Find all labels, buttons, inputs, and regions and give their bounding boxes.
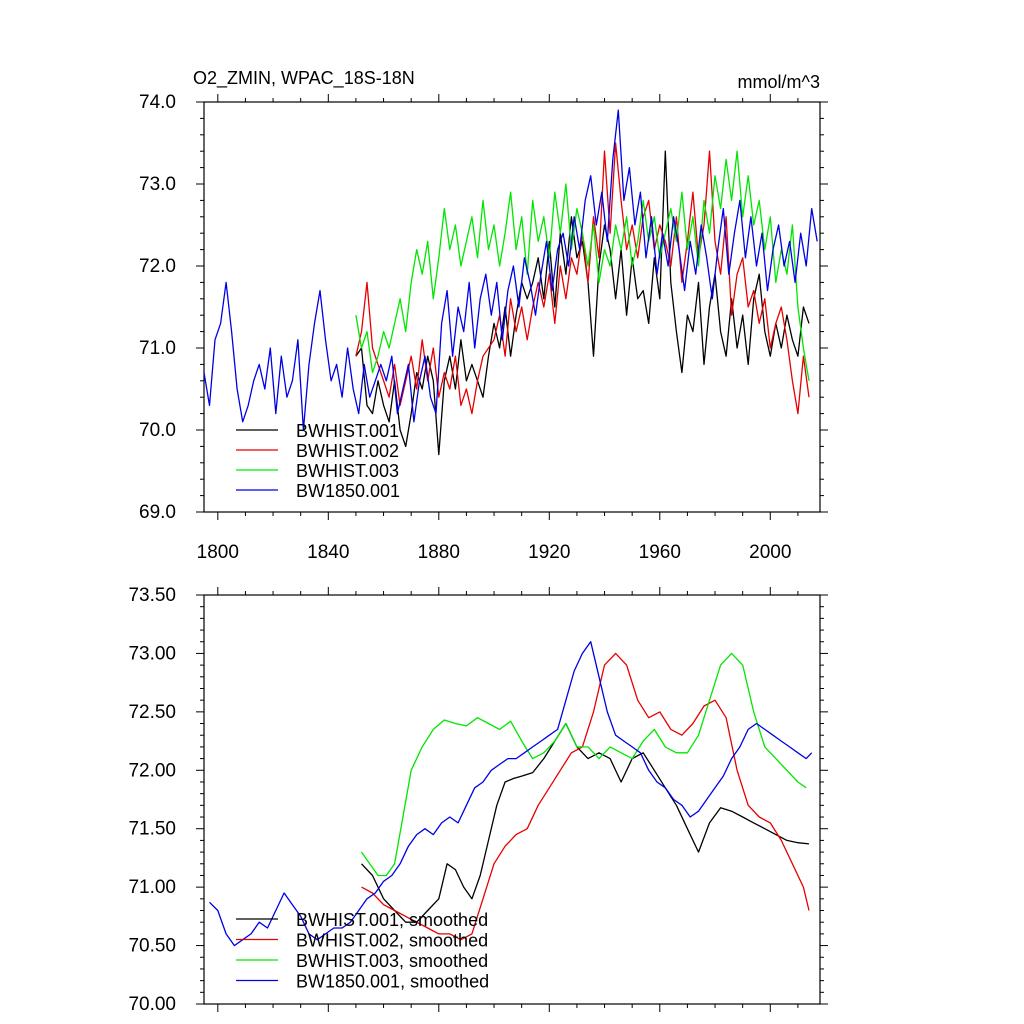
legend-label: BWHIST.003 xyxy=(296,461,399,481)
x-tick-label: 1960 xyxy=(639,542,681,563)
y-tick-label: 72.00 xyxy=(128,760,176,781)
x-tick-label: 1880 xyxy=(418,542,460,563)
panel-top: 69.0 70.0 71.0 72.0 73.0 74.0 1800 1840 1880 1920… xyxy=(139,92,828,563)
legend-label: BWHIST.003, smoothed xyxy=(296,951,488,971)
y-tick-label: 70.00 xyxy=(128,994,176,1015)
legend-label: BWHIST.001, smoothed xyxy=(296,910,488,930)
series-line-bwhist-003 xyxy=(355,150,810,381)
series-line-bwhist-003-smoothed xyxy=(360,652,807,877)
y-tick-label: 72.50 xyxy=(128,702,176,723)
y-tick-label: 74.0 xyxy=(139,92,176,113)
legend-label: BWHIST.002 xyxy=(296,441,399,461)
series-line-bwhist-002-smoothed xyxy=(361,652,810,941)
y-tick-label: 71.0 xyxy=(139,338,176,359)
chart-title: O2_ZMIN, WPAC_18S-18N xyxy=(193,68,415,89)
y-tick-label: 73.0 xyxy=(139,174,176,195)
x-tick-label: 1920 xyxy=(528,542,570,563)
plot-frame xyxy=(203,594,821,1005)
y-tick-label: 71.50 xyxy=(128,819,176,840)
legend-label: BW1850.001 xyxy=(296,481,400,501)
plot-frame xyxy=(203,101,821,513)
units-label: mmol/m^3 xyxy=(738,72,820,92)
series-line-bwhist-001 xyxy=(355,150,810,456)
y-tick-label: 73.00 xyxy=(128,643,176,664)
legend-label: BWHIST.001 xyxy=(296,421,399,441)
y-tick-label: 71.00 xyxy=(128,877,176,898)
legend-label: BW1850.001, smoothed xyxy=(296,972,489,992)
legend-label: BWHIST.002, smoothed xyxy=(296,931,488,951)
y-tick-label: 73.50 xyxy=(128,585,176,606)
x-tick-label: 2000 xyxy=(749,542,791,563)
series-line-bwhist-001-smoothed xyxy=(361,722,810,923)
y-tick-label: 70.0 xyxy=(139,420,176,441)
x-tick-label: 1800 xyxy=(197,542,239,563)
y-tick-label: 70.50 xyxy=(128,936,176,957)
series-line-bw1850-001 xyxy=(203,109,818,431)
panel-bottom: 70.00 70.50 71.00 71.50 72.00 72.50 73.00 73.50… xyxy=(128,585,828,1015)
y-tick-label: 69.0 xyxy=(139,502,176,523)
series-line-bwhist-002 xyxy=(355,142,810,415)
y-tick-label: 72.0 xyxy=(139,256,176,277)
x-tick-label: 1840 xyxy=(307,542,349,563)
series-line-bw1850-001-smoothed xyxy=(209,641,813,947)
